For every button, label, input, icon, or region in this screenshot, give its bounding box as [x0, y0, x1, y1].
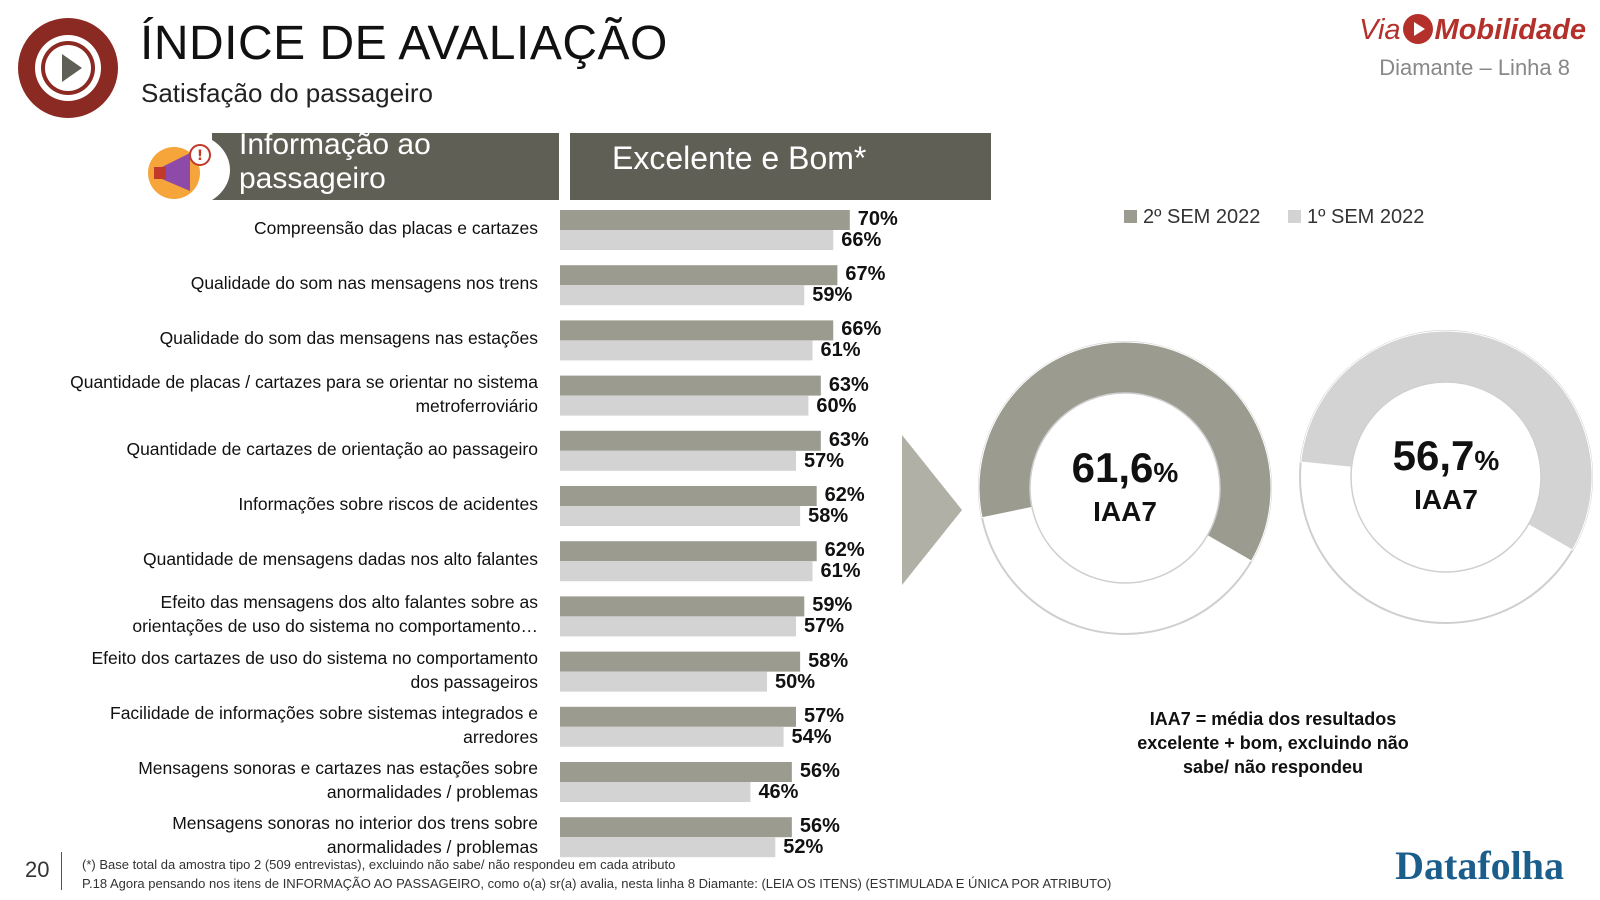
bar-current-10	[560, 762, 792, 782]
bar-previous-4	[560, 450, 796, 471]
donut-value-current: 61,6%	[1071, 444, 1179, 491]
legend-item-previous: 1º SEM 2022	[1288, 206, 1424, 229]
bar-previous-9	[560, 726, 784, 747]
category-label-11: Mensagens sonoras no interior dos trens …	[172, 813, 538, 858]
value-label-previous-5: 58%	[808, 505, 849, 527]
legend-item-current: 2º SEM 2022	[1124, 206, 1260, 229]
value-label-previous-11: 52%	[783, 836, 824, 859]
category-label-1: Qualidade do som nas mensagens nos trens	[190, 273, 538, 294]
value-label-previous-0: 66%	[841, 229, 882, 251]
legend-label-previous: 1º SEM 2022	[1307, 206, 1425, 228]
value-label-current-0: 70%	[857, 208, 898, 230]
value-label-previous-2: 61%	[820, 339, 861, 362]
donut-current-hole	[1029, 392, 1221, 584]
datafolha-logo: Datafolha	[1395, 843, 1564, 888]
category-label-4: Quantidade de cartazes de orientação ao …	[126, 438, 538, 459]
value-label-previous-9: 54%	[791, 725, 832, 748]
donut-chart-previous	[1299, 330, 1593, 624]
category-label-3: Quantidade de placas / cartazes para se …	[70, 371, 538, 416]
value-label-current-7: 59%	[812, 594, 853, 617]
bar-previous-6	[560, 561, 813, 582]
svg-text:!: !	[197, 148, 203, 164]
category-label-5: Informações sobre riscos de acidentes	[238, 494, 538, 514]
bar-current-4	[560, 430, 821, 451]
category-label-2: Qualidade do som das mensagens nas estaç…	[159, 328, 538, 349]
value-label-current-3: 63%	[828, 373, 869, 396]
bar-current-2	[560, 320, 834, 341]
arrow-right-icon	[902, 435, 962, 585]
megaphone-icon: !	[144, 133, 230, 207]
bar-current-0	[560, 210, 850, 230]
brand-name: Mobilidade	[1434, 14, 1586, 46]
donut-label-current: IAA7	[1093, 496, 1157, 527]
legend-swatch-current	[1124, 210, 1137, 223]
category-label-6: Quantidade de mensagens dadas nos alto f…	[142, 549, 538, 570]
value-label-previous-6: 61%	[820, 560, 861, 583]
measure-header-text: Excelente e Bom*	[612, 140, 867, 176]
line-name: Diamante – Linha 8	[1379, 55, 1570, 80]
category-label-8: Efeito dos cartazes de uso do sistema no…	[91, 647, 539, 692]
bar-current-1	[560, 265, 838, 286]
donut-label-previous: IAA7	[1414, 484, 1478, 515]
footer-divider	[61, 852, 62, 890]
bar-previous-10	[560, 782, 751, 802]
bar-current-7	[560, 596, 805, 617]
value-label-previous-7: 57%	[803, 615, 844, 638]
topic-header-bar	[212, 133, 559, 200]
value-label-current-2: 66%	[841, 318, 882, 341]
bar-current-9	[560, 706, 796, 727]
value-label-current-5: 62%	[824, 484, 865, 506]
bar-previous-8	[560, 671, 767, 692]
value-label-current-1: 67%	[845, 263, 886, 286]
value-label-previous-1: 59%	[812, 284, 853, 307]
category-label-10: Mensagens sonoras e cartazes nas estaçõe…	[138, 758, 538, 802]
page-title: ÍNDICE DE AVALIAÇÃO	[140, 17, 668, 70]
page-subtitle: Satisfação do passageiro	[141, 78, 433, 108]
value-label-current-10: 56%	[799, 760, 840, 782]
footnote-question: P.18 Agora pensando nos itens de INFORMA…	[82, 876, 1112, 891]
footnote-base: (*) Base total da amostra tipo 2 (509 en…	[82, 857, 676, 872]
bar-previous-11	[560, 837, 776, 858]
value-label-current-8: 58%	[808, 649, 849, 672]
brand-prefix: Via	[1359, 14, 1401, 46]
value-label-previous-4: 57%	[803, 449, 844, 472]
category-label-7: Efeito das mensagens dos alto falantes s…	[132, 592, 538, 637]
bar-previous-1	[560, 285, 805, 306]
page-number: 20	[25, 857, 50, 882]
value-label-previous-3: 60%	[816, 394, 857, 417]
legend-swatch-previous	[1288, 210, 1301, 223]
bar-previous-0	[560, 230, 834, 250]
donut-chart-current	[978, 341, 1272, 635]
value-label-current-6: 62%	[824, 539, 865, 562]
bar-current-6	[560, 541, 817, 562]
legend-label-current: 2º SEM 2022	[1143, 206, 1261, 228]
value-label-current-9: 57%	[803, 704, 844, 727]
value-label-current-11: 56%	[799, 815, 840, 838]
value-label-previous-10: 46%	[758, 781, 799, 803]
category-label-0: Compreensão das placas e cartazes	[253, 218, 538, 238]
bar-current-8	[560, 651, 801, 672]
bar-previous-3	[560, 395, 809, 416]
value-label-previous-8: 50%	[775, 670, 816, 693]
donut-previous-hole	[1350, 381, 1542, 573]
bar-current-11	[560, 817, 792, 838]
category-label-9: Facilidade de informações sobre sistemas…	[110, 702, 538, 747]
value-label-current-4: 63%	[828, 428, 869, 451]
brand-logo: Via Mobilidade	[1359, 14, 1586, 47]
bar-previous-5	[560, 506, 801, 526]
play-logo-icon	[18, 18, 118, 118]
bar-current-3	[560, 375, 821, 396]
bar-previous-2	[560, 340, 813, 361]
brand-play-icon	[1402, 14, 1433, 44]
topic-header-text: Informação ao passageiro	[239, 128, 431, 195]
donut-value-previous: 56,7%	[1392, 432, 1500, 479]
bar-current-5	[560, 486, 817, 506]
measure-header-bar	[570, 133, 991, 200]
bar-previous-7	[560, 616, 796, 637]
iaa7-definition-note: IAA7 = média dos resultados excelente + …	[1137, 709, 1409, 777]
